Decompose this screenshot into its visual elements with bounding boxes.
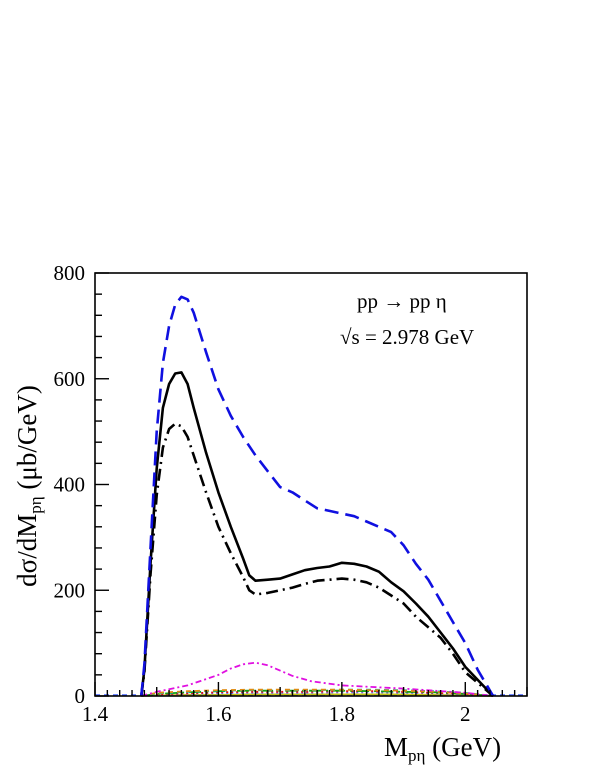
y-tick-label: 0 <box>75 684 86 708</box>
x-tick-label: 1.6 <box>205 702 231 726</box>
series-line-7 <box>141 689 494 697</box>
annotation-energy-value: = 2.978 GeV <box>360 325 475 349</box>
x-tick-label: 1.8 <box>329 702 355 726</box>
series-line-1 <box>140 295 495 697</box>
x-tick-label: 1.4 <box>82 702 109 726</box>
y-tick-label: 200 <box>54 578 86 602</box>
series-line-4 <box>141 661 494 697</box>
x-tick-label: 2 <box>460 702 471 726</box>
y-tick-label: 800 <box>54 261 86 285</box>
series-line-3 <box>140 422 494 697</box>
series-line-10 <box>141 693 494 697</box>
sqrt-s-symbol: √s <box>340 325 360 349</box>
y-tick-label: 400 <box>54 473 86 497</box>
series-line-5 <box>141 688 494 697</box>
x-axis-title-rest: (GeV) <box>425 732 501 762</box>
y-axis-title-sub: pη <box>26 496 45 513</box>
series-line-8 <box>141 690 494 697</box>
x-axis-title-sub: pη <box>408 746 425 765</box>
annotation-energy: √s = 2.978 GeV <box>340 325 474 349</box>
series-line-2 <box>140 371 495 697</box>
series-layer <box>95 295 527 697</box>
x-axis-title: Mpη (GeV) <box>384 732 501 765</box>
annotation-reaction: pp → pp η <box>357 289 447 313</box>
y-axis-title-rest: (μb/GeV) <box>12 385 42 496</box>
y-axis-title-main: dσ/dM <box>12 514 42 587</box>
y-tick-label: 600 <box>54 367 86 391</box>
x-axis-title-main: M <box>384 732 408 762</box>
y-axis-title: dσ/dMpη (μb/GeV) <box>12 385 45 587</box>
ticks-layer: 1.4 1.6 1.8 2 0 200 400 600 800 <box>54 261 528 726</box>
